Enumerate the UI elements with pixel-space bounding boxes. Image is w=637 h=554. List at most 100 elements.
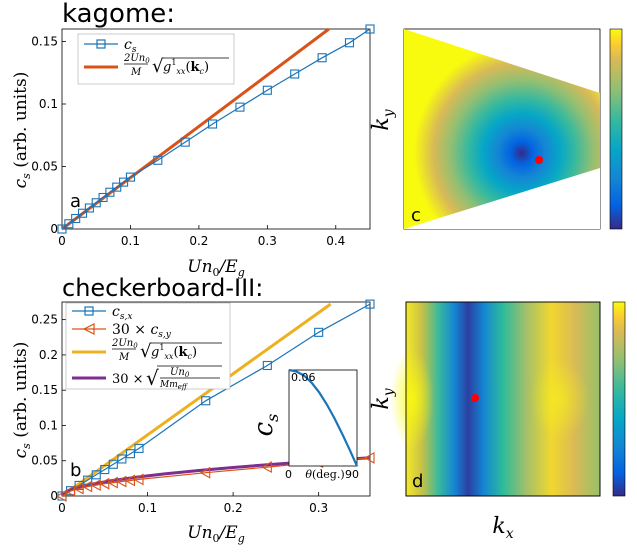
data-point [235,102,245,112]
panel-a-xlabel: Un0/Eg [187,257,244,279]
data-point [64,219,74,229]
panel-a-xticks: 0 0.1 0.2 0.3 0.4 [58,225,345,248]
ytick-label: 0.05 [31,160,58,174]
data-point [124,474,135,487]
panel-a-title: kagome: [62,0,175,29]
data-point [57,224,67,234]
data-point [98,477,110,490]
xtick-label: 0.4 [326,234,345,248]
data-point [317,53,327,63]
series-line [61,302,332,498]
panel-c-label: c [411,205,421,226]
data-point [77,208,88,218]
data-point [363,451,375,464]
panel-d-label: d [412,471,423,492]
panel-b-axes [61,301,371,497]
xtick-label: 0.2 [189,234,208,248]
panel-d-heatmap: d [390,301,601,497]
inset-xtick-90: 90 [345,468,359,481]
data-point [112,182,122,192]
panel-a-series [57,24,375,234]
ytick-label: 0.1 [39,418,58,432]
panel-a-axes [61,28,371,230]
data-point [117,454,127,464]
data-point [108,459,118,469]
svg-text:M: M [130,67,142,78]
ytick-label: 0 [50,489,58,503]
data-point [365,299,375,309]
svg-text:√: √ [152,56,164,77]
data-point [261,461,272,474]
data-point [55,490,67,502]
xtick-label: 0 [58,501,66,515]
panel-c-minimum-marker [535,156,543,164]
ytick-label: 0.05 [31,454,58,468]
data-point [344,38,355,48]
data-point [91,470,101,480]
inset-xtick-0: 0 [285,468,292,481]
panel-c-ylabel: ky [369,108,397,130]
panel-d-minimum-marker [471,394,479,402]
ytick-label: 0 [50,222,58,236]
data-point [100,464,110,475]
data-point [64,485,76,497]
data-point [81,480,93,493]
panel-b-legend: cs,x 30 × cs,y 2Un0 M √ g1xx(kc) 30 × √ … [65,302,231,391]
panel-c-field [404,29,600,229]
panel-d-xlabel: kx [492,514,513,542]
data-point [115,475,127,488]
panel-b-yticks: 0 0.05 0.1 0.15 0.2 0.25 [31,313,66,503]
data-point [98,192,108,203]
xtick-label: 0.2 [224,501,243,515]
legend-b-meff: 30 × √ Un0 Mmeff [112,365,222,391]
inset-ytick: 0.06 [291,371,316,384]
xtick-label: 0.3 [258,234,277,248]
svg-text:√: √ [146,366,159,390]
panel-b-xticks: 0 0.1 0.2 0.3 [58,492,328,515]
panel-b-xlabel: Un0/Eg [187,523,244,545]
panel-d-ylabel: ky [369,387,397,409]
data-point [125,172,135,182]
data-point [180,137,190,147]
data-point [314,327,324,337]
panel-b-ylabel: cs (arb. units) [11,342,33,459]
data-point [105,187,115,197]
ytick-label: 0.15 [31,35,58,49]
svg-text:√: √ [140,341,152,362]
data-point [262,360,272,371]
xtick-label: 0.1 [138,501,157,515]
inset-xlabel: θ(deg.) [305,468,344,481]
panel-a-yticks: 0 0.05 0.1 0.15 [31,35,66,236]
data-point [153,155,163,165]
data-point [91,198,101,208]
panel-b-title: checkerboard-III: [62,274,263,302]
data-point [365,24,375,34]
data-point [262,85,272,95]
data-point [107,476,118,489]
data-point [132,473,144,486]
inset-curve [288,368,359,467]
xtick-label: 0 [58,234,66,248]
panel-c-colorbar [609,28,623,230]
panel-a-legend: cs 2Un0 M √ g1xx(kc) [77,33,235,85]
panel-a-ylabel: cs (arb. units) [11,72,33,189]
svg-text:Mmeff: Mmeff [159,380,188,391]
svg-text:2Un0: 2Un0 [111,338,138,350]
data-point [290,69,300,79]
svg-text:30 ×: 30 × [112,372,144,387]
data-point [199,466,211,479]
panel-c-heatmap: c [403,28,601,230]
data-point [201,396,211,406]
ytick-label: 0.1 [39,97,58,111]
data-point [90,479,101,492]
data-point [125,449,135,459]
panel-a-label: a [70,191,81,212]
data-point [84,203,94,213]
ytick-label: 0.25 [31,313,58,327]
ytick-label: 0.15 [31,383,58,397]
ytick-label: 0.2 [39,348,58,362]
data-point [72,482,84,495]
data-point [71,213,81,224]
xtick-label: 0.3 [309,501,328,515]
